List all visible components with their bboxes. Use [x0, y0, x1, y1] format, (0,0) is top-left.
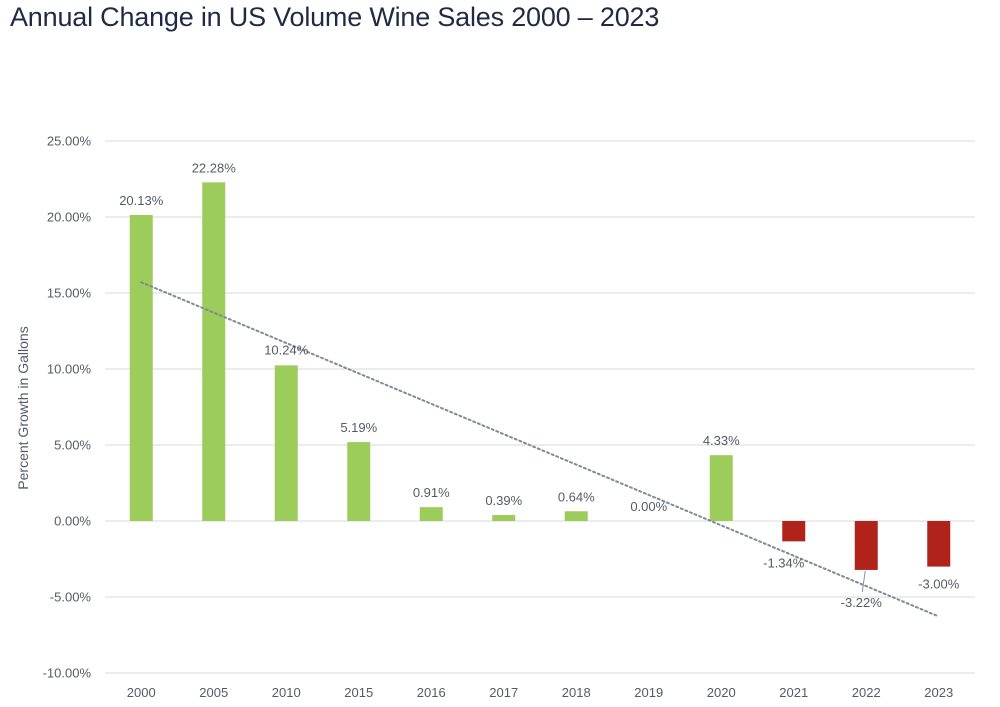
y-tick-label: 15.00%	[47, 286, 92, 301]
trendline-layer	[140, 281, 940, 618]
data-label: 4.33%	[703, 433, 740, 448]
y-tick-label: 10.00%	[47, 362, 92, 377]
data-label: 0.00%	[630, 499, 667, 514]
x-tick-label: 2015	[344, 685, 373, 700]
x-tick-label: 2022	[852, 685, 881, 700]
x-tick-label: 2016	[417, 685, 446, 700]
data-label: 0.39%	[485, 493, 522, 508]
data-label: -3.00%	[918, 577, 960, 592]
data-label: 0.91%	[413, 485, 450, 500]
x-tick-label: 2021	[779, 685, 808, 700]
x-tick-label: 2018	[562, 685, 591, 700]
bar-2010	[274, 365, 298, 521]
y-tick-label: 5.00%	[54, 438, 91, 453]
bar-2016	[419, 507, 443, 521]
bar-2005	[202, 182, 226, 521]
chart-title: Annual Change in US Volume Wine Sales 20…	[10, 2, 660, 32]
data-label: 10.24%	[264, 342, 309, 357]
data-label: 5.19%	[340, 420, 377, 435]
bar-2015	[347, 442, 371, 521]
y-axis-label: Percent Growth in Gallons	[15, 326, 31, 489]
x-axis-ticks: 2000 2005 2010 2015 2016 2017 2018 2019 2020 2021…	[127, 685, 953, 700]
bar-2020	[709, 455, 733, 521]
x-tick-label: 2000	[127, 685, 156, 700]
gridlines	[105, 140, 975, 674]
trendline	[140, 281, 940, 618]
x-tick-label: 2005	[199, 685, 228, 700]
x-tick-label: 2023	[924, 685, 953, 700]
label-leader-lines	[861, 570, 866, 593]
leader-line	[861, 570, 866, 593]
x-tick-label: 2020	[707, 685, 736, 700]
y-axis-ticks: -10.00% -5.00% 0.00% 5.00% 10.00% 15.00% 20.00…	[43, 134, 92, 681]
y-tick-label: 0.00%	[54, 514, 91, 529]
bar-2021	[782, 521, 806, 542]
bars	[129, 182, 951, 570]
bar-2022	[854, 521, 878, 570]
data-label: 22.28%	[192, 160, 237, 175]
data-label: -3.22%	[841, 595, 883, 610]
x-tick-label: 2017	[489, 685, 518, 700]
bar-2000	[129, 215, 153, 522]
bar-2023	[927, 521, 951, 567]
data-label: 20.13%	[119, 193, 164, 208]
y-tick-label: -10.00%	[43, 666, 92, 681]
x-tick-label: 2010	[272, 685, 301, 700]
y-tick-label: 25.00%	[47, 134, 92, 149]
data-label: -1.34%	[763, 555, 805, 570]
bar-2018	[564, 511, 588, 521]
data-label: 0.64%	[558, 489, 595, 504]
y-tick-label: 20.00%	[47, 210, 92, 225]
bar-2017	[492, 515, 516, 521]
y-tick-label: -5.00%	[50, 590, 92, 605]
x-tick-label: 2019	[634, 685, 663, 700]
data-labels: 20.13% 22.28% 10.24% 5.19% 0.91% 0.39% 0.64% 0.…	[119, 160, 960, 610]
